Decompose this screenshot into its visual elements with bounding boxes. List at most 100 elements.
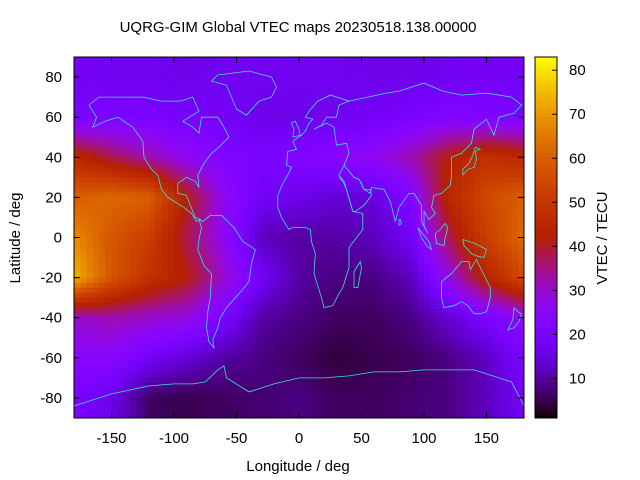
vtec-cell [224, 342, 231, 349]
vtec-cell [274, 387, 281, 394]
vtec-cell [430, 87, 437, 93]
vtec-cell [424, 137, 431, 143]
vtec-cell [511, 217, 519, 223]
vtec-cell [430, 57, 437, 63]
vtec-cell [480, 337, 487, 344]
vtec-cell [242, 62, 250, 68]
vtec-cell [155, 252, 162, 258]
vtec-cell [286, 127, 294, 133]
vtec-cell [255, 227, 262, 233]
vtec-cell [261, 157, 269, 163]
vtec-cell [305, 222, 312, 228]
vtec-cell [111, 262, 119, 268]
vtec-cell [480, 112, 487, 118]
vtec-cell [336, 152, 344, 158]
vtec-cell [205, 102, 212, 108]
vtec-cell [499, 247, 506, 253]
vtec-cell [355, 167, 362, 173]
vtec-cell [92, 332, 100, 339]
vtec-cell [149, 342, 156, 349]
vtec-cell [142, 177, 150, 183]
vtec-cell [217, 57, 225, 63]
vtec-cell [174, 192, 181, 198]
vtec-cell [299, 282, 306, 289]
vtec-cell [199, 262, 206, 268]
vtec-cell [517, 287, 525, 294]
vtec-cell [286, 382, 294, 389]
vtec-cell [280, 92, 287, 98]
vtec-cell [436, 252, 444, 258]
vtec-cell [211, 357, 219, 364]
vtec-cell [230, 112, 237, 118]
vtec-cell [417, 352, 425, 359]
vtec-cell [286, 352, 294, 359]
vtec-cell [186, 187, 194, 193]
vtec-cell [374, 182, 381, 188]
vtec-cell [192, 392, 200, 399]
vtec-cell [292, 147, 300, 153]
vtec-cell [424, 87, 431, 93]
vtec-cell [299, 387, 306, 394]
vtec-cell [286, 157, 294, 163]
vtec-cell [499, 62, 506, 68]
vtec-cell [124, 57, 131, 63]
vtec-cell [461, 62, 469, 68]
vtec-cell [236, 292, 244, 299]
vtec-cell [267, 57, 275, 63]
vtec-cell [330, 152, 337, 158]
vtec-cell [305, 77, 312, 83]
vtec-cell [424, 217, 431, 223]
vtec-cell [361, 267, 369, 273]
vtec-cell [449, 342, 456, 349]
vtec-cell [392, 252, 400, 258]
vtec-cell [305, 137, 312, 143]
vtec-cell [480, 117, 487, 123]
vtec-cell [149, 87, 156, 93]
vtec-cell [480, 382, 487, 389]
vtec-cell [386, 242, 394, 248]
vtec-cell [161, 402, 169, 409]
vtec-cell [349, 62, 356, 68]
vtec-cell [205, 217, 212, 223]
vtec-cell [236, 112, 244, 118]
vtec-cell [386, 57, 394, 63]
vtec-cell [305, 87, 312, 93]
vtec-cell [505, 372, 512, 379]
vtec-cell [249, 202, 256, 208]
vtec-cell [217, 127, 225, 133]
vtec-cell [80, 167, 87, 173]
vtec-cell [455, 82, 462, 88]
vtec-cell [286, 277, 294, 284]
vtec-cell [436, 387, 444, 394]
vtec-cell [436, 197, 444, 203]
vtec-cell [367, 332, 375, 339]
vtec-cell [174, 307, 181, 314]
vtec-cell [374, 132, 381, 138]
vtec-cell [361, 312, 369, 319]
vtec-cell [417, 397, 425, 404]
vtec-cell [211, 137, 219, 143]
vtec-cell [292, 327, 300, 334]
vtec-cell [192, 267, 200, 273]
vtec-cell [80, 387, 87, 394]
vtec-cell [411, 77, 419, 83]
vtec-cell [380, 122, 387, 128]
vtec-cell [224, 237, 231, 243]
vtec-cell [361, 262, 369, 268]
vtec-cell [230, 352, 237, 359]
vtec-cell [492, 102, 500, 108]
vtec-cell [111, 137, 119, 143]
vtec-cell [255, 132, 262, 138]
vtec-cell [317, 217, 325, 223]
vtec-cell [355, 327, 362, 334]
vtec-cell [149, 57, 156, 63]
vtec-cell [267, 387, 275, 394]
vtec-cell [455, 282, 462, 289]
vtec-cell [161, 377, 169, 384]
vtec-cell [236, 182, 244, 188]
vtec-cell [142, 322, 150, 329]
vtec-cell [267, 147, 275, 153]
vtec-cell [492, 252, 500, 258]
vtec-cell [424, 277, 431, 284]
vtec-cell [117, 222, 125, 228]
